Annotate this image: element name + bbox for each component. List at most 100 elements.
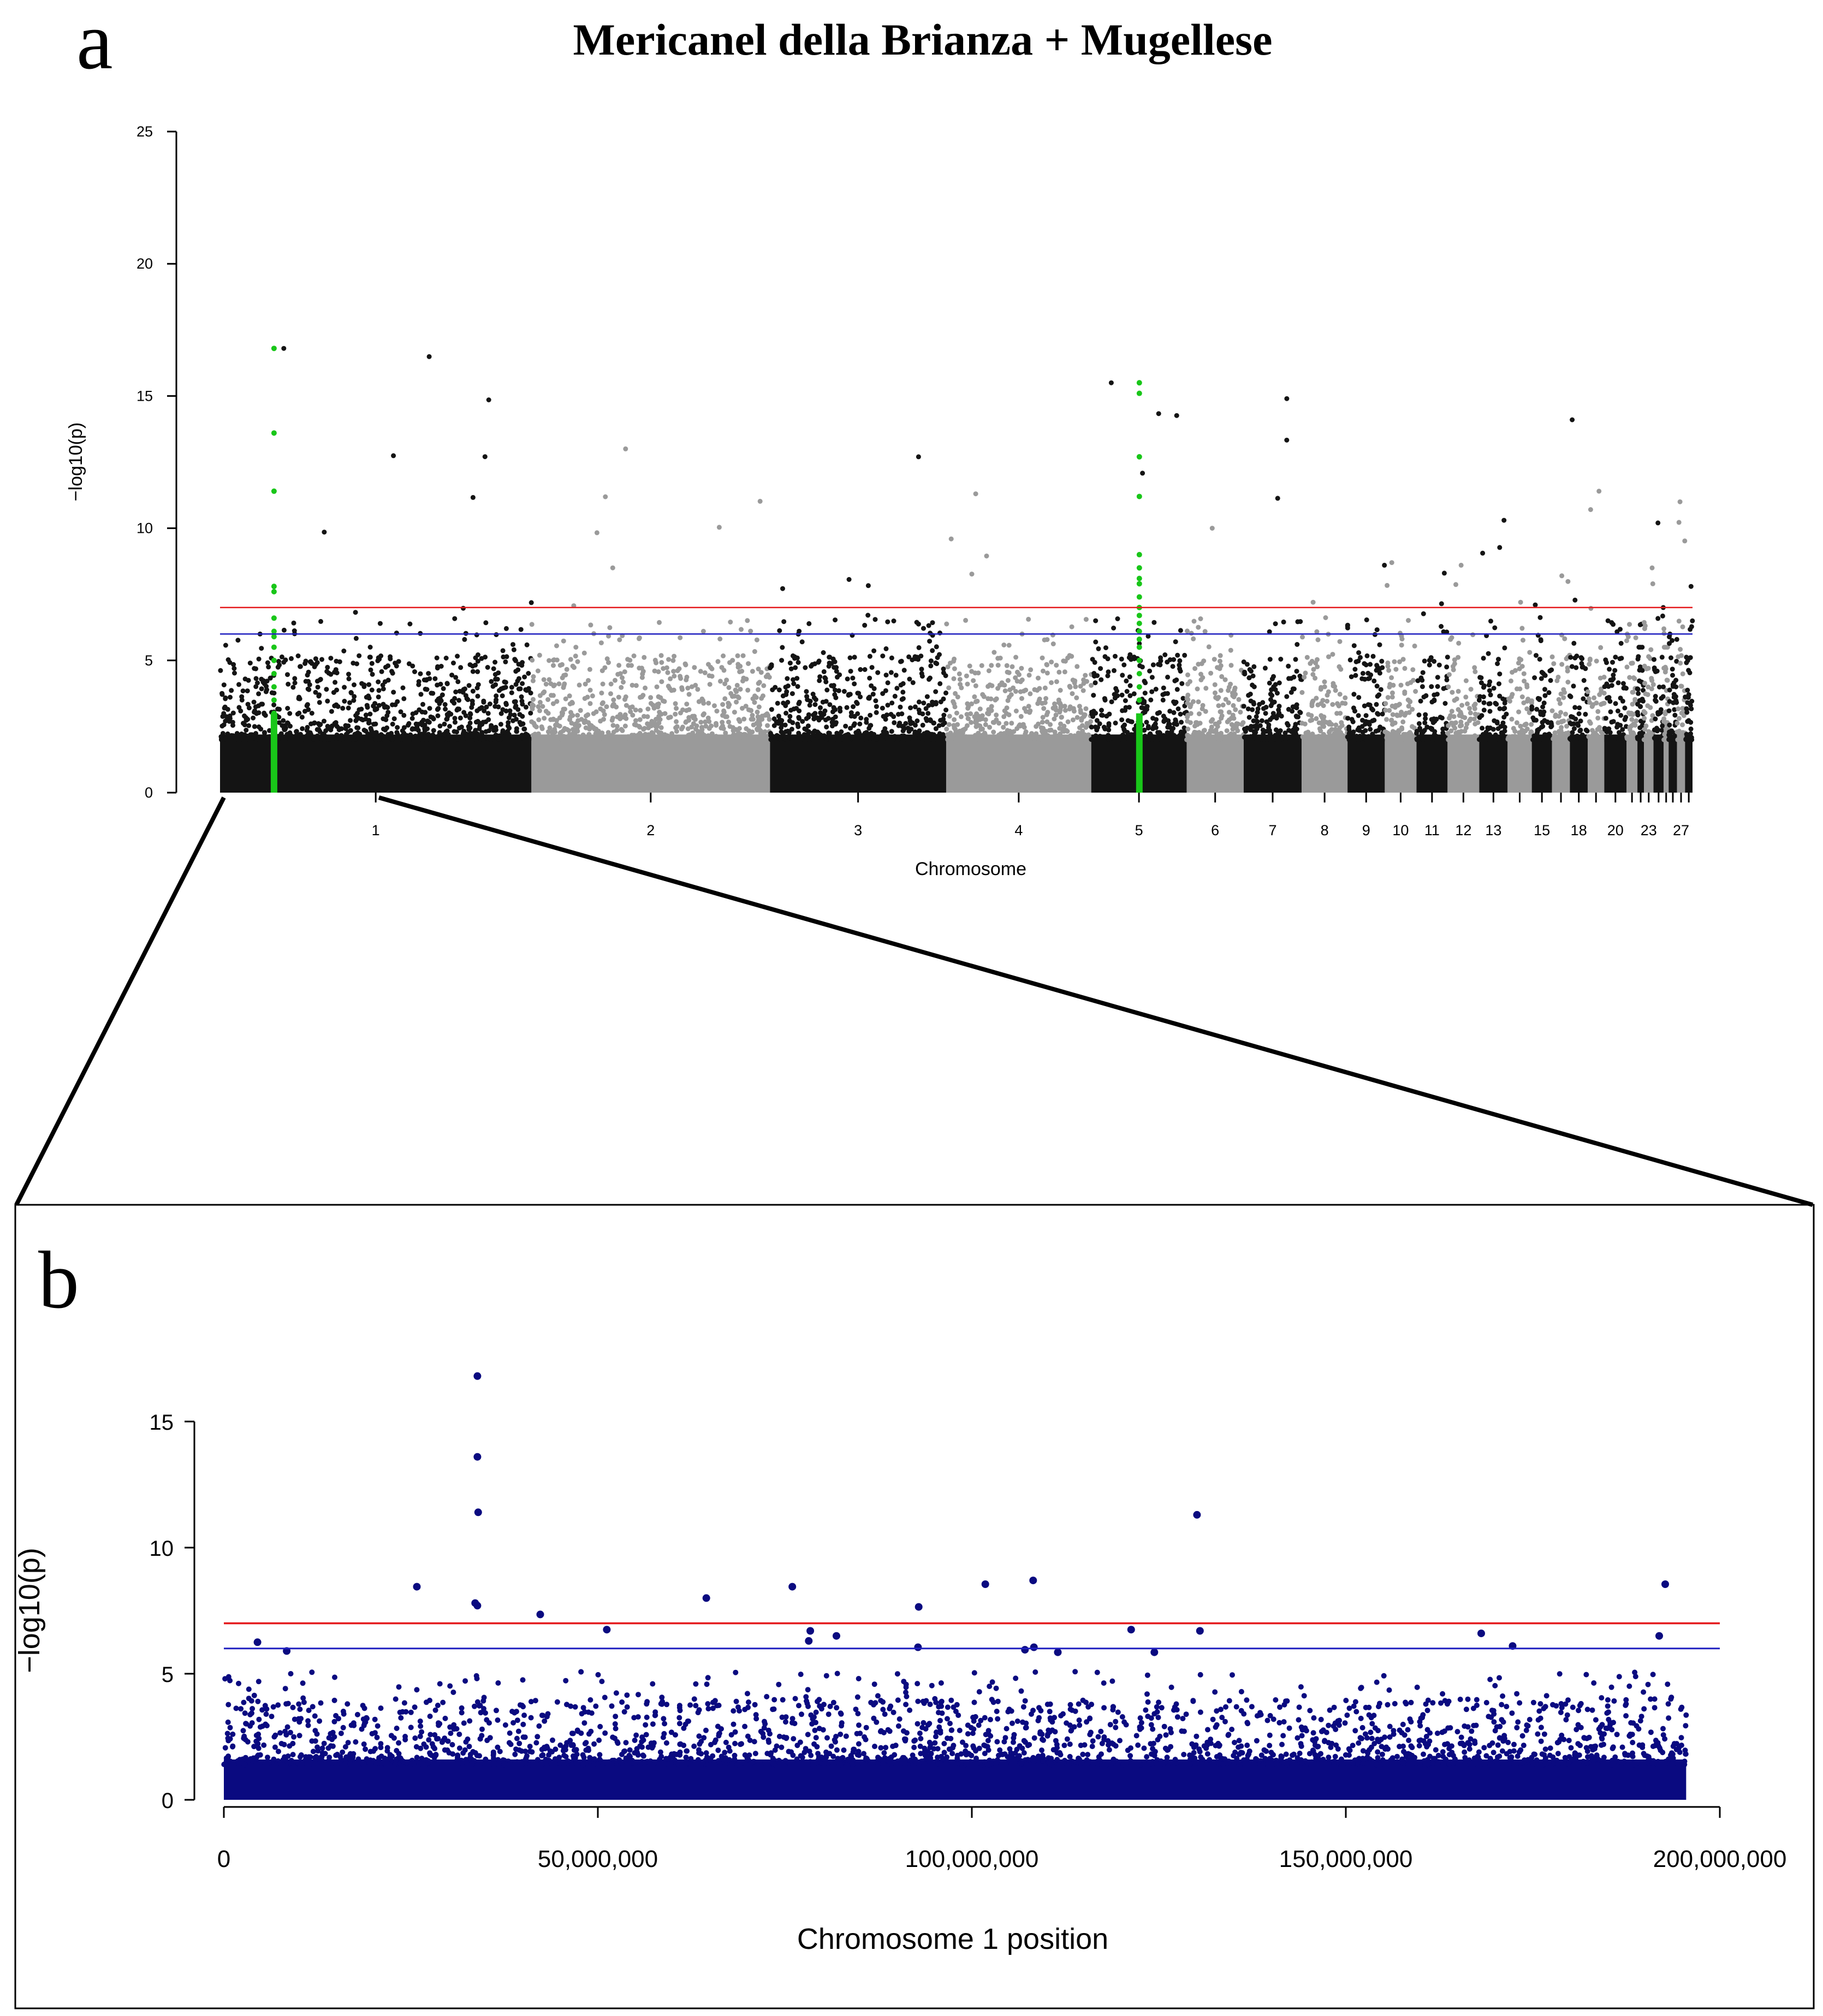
snp-point (298, 664, 303, 669)
snp-point (744, 676, 749, 682)
snp-point (443, 729, 449, 734)
snp-point (1363, 662, 1369, 668)
snp-point (1219, 709, 1224, 715)
snp-point (716, 525, 722, 530)
snp-point (678, 674, 683, 679)
snp-point (773, 685, 778, 690)
snp-point (537, 700, 543, 705)
snp-point (941, 670, 946, 675)
snp-point (1387, 1723, 1393, 1729)
snp-point (1078, 731, 1083, 736)
snp-point (637, 724, 642, 729)
snp-point (256, 691, 262, 697)
snp-point (1162, 652, 1168, 657)
snp-point (615, 671, 621, 677)
snp-point (889, 700, 895, 706)
snp-point (856, 1676, 862, 1681)
snp-point (1660, 613, 1665, 619)
snp-point (583, 681, 588, 687)
snp-point (1125, 718, 1131, 723)
snp-point (1098, 666, 1103, 671)
snp-point (1007, 731, 1013, 736)
snp-point (1387, 707, 1392, 713)
snp-point (1040, 655, 1045, 661)
snp-point (722, 681, 728, 687)
snp-point (1175, 652, 1180, 658)
snp-point (1593, 1717, 1599, 1723)
snp-point (586, 678, 591, 683)
snp-point (1242, 735, 1247, 740)
snp-point (1236, 697, 1242, 702)
snp-point (554, 699, 560, 704)
snp-point (522, 737, 527, 742)
snp-point (574, 727, 580, 732)
snp-point (1386, 668, 1392, 673)
snp-point (951, 676, 957, 681)
snp-point (965, 701, 970, 706)
snp-point (1090, 713, 1096, 719)
snp-point (1268, 691, 1273, 697)
snp-point (675, 668, 680, 674)
snp-point (390, 670, 395, 676)
snp-point (891, 714, 896, 719)
snp-point (866, 695, 871, 701)
snp-point (850, 675, 856, 681)
snp-point (551, 663, 556, 668)
snp-point (1653, 694, 1658, 699)
snp-point (1448, 637, 1453, 642)
snp-point (557, 715, 562, 721)
snp-point (1246, 715, 1252, 720)
snp-point (657, 710, 662, 715)
snp-point (479, 730, 485, 735)
snp-point (557, 730, 563, 736)
snp-point (995, 663, 1001, 668)
snp-point (348, 718, 353, 723)
snp-point (503, 736, 508, 742)
snp-point (1219, 713, 1225, 718)
snp-point (1106, 727, 1112, 733)
snp-point (1620, 727, 1625, 732)
snp-point (995, 1698, 1001, 1704)
snp-point (1371, 678, 1377, 683)
snp-point (259, 701, 264, 707)
snp-point (1481, 656, 1486, 661)
snp-point (1159, 734, 1165, 740)
snp-point (1071, 709, 1077, 714)
snp-point (342, 699, 347, 704)
snp-point (1302, 736, 1307, 741)
snp-point (374, 706, 379, 712)
snp-point (1296, 1717, 1302, 1723)
snp-point (599, 691, 604, 695)
snp-point (460, 737, 466, 742)
snp-point (413, 721, 419, 727)
snp-point (606, 633, 611, 639)
snp-point (789, 691, 795, 697)
snp-point (852, 655, 857, 660)
snp-point (780, 586, 785, 591)
snp-point (221, 682, 227, 688)
snp-point (366, 695, 372, 701)
snp-point (1293, 657, 1298, 662)
snp-point (957, 677, 963, 682)
snp-point (703, 723, 709, 729)
chromosome-19-points (1585, 489, 1607, 793)
snp-point (1479, 713, 1484, 718)
snp-point (771, 716, 777, 722)
snp-point (883, 688, 888, 693)
snp-point (1523, 721, 1529, 727)
snp-point (1054, 737, 1059, 742)
snp-point (1656, 685, 1662, 689)
snp-point (1374, 668, 1379, 673)
snp-point (1658, 707, 1664, 712)
snp-point (1177, 733, 1183, 738)
snp-point (267, 734, 272, 739)
snp-point (776, 687, 782, 693)
snp-point (900, 689, 906, 695)
snp-point (1629, 717, 1635, 722)
snp-point (492, 737, 497, 742)
snp-point (1578, 727, 1583, 733)
snp-point (834, 730, 840, 736)
snp-point (1212, 682, 1218, 687)
snp-point (692, 713, 697, 719)
snp-point (480, 737, 485, 742)
